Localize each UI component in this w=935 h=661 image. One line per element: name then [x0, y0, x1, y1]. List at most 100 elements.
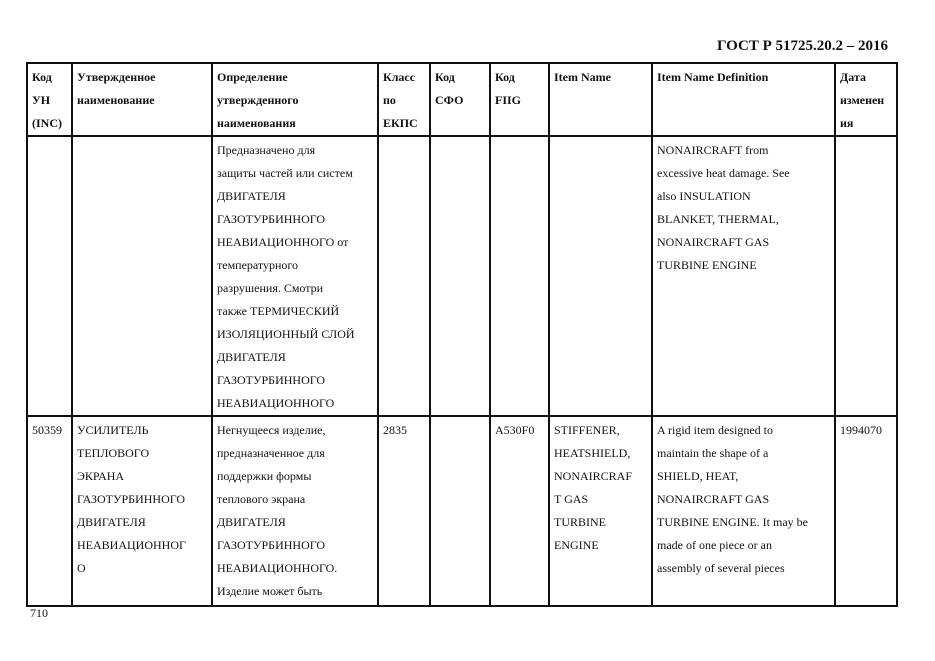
cell-line: теплового экрана	[217, 492, 306, 506]
cell-line: также ТЕРМИЧЕСКИЙ	[217, 304, 340, 318]
cell-line: ИЗОЛЯЦИОННЫЙ СЛОЙ	[217, 327, 355, 341]
cell-line: НЕАВИАЦИОННОГО от	[217, 235, 349, 249]
cell-line: ГАЗОТУРБИННОГО	[77, 492, 186, 506]
cell-line: NONAIRCRAFT from	[657, 143, 769, 157]
cell-line: НЕАВИАЦИОННОГО	[217, 396, 335, 410]
table-cell: A rigid item designed to maintain the sha…	[651, 415, 836, 607]
table-cell	[429, 415, 491, 607]
cell-line: NONAIRCRAFT GAS	[657, 235, 770, 249]
cell-line: (INC)	[32, 116, 62, 130]
cell-line: TURBINE ENGINE	[657, 258, 757, 272]
table-row: 50359 УСИЛИТЕЛЬ ТЕПЛОВОГО ЭКРАНА ГАЗОТУРБИНН…	[26, 415, 898, 607]
cell-line: BLANKET, THERMAL,	[657, 212, 779, 226]
column-header: Item Name	[548, 62, 653, 137]
cell-line: ия	[840, 116, 854, 130]
cell-line: утвержденного	[217, 93, 299, 107]
cell-line: температурного	[217, 258, 299, 272]
cell-line: Определение	[217, 70, 288, 84]
column-header: Определение утвержденного наименования	[211, 62, 379, 137]
cell-line: A530F0	[495, 423, 535, 437]
column-header: Код FIIG	[489, 62, 550, 137]
cell-line: 50359	[32, 423, 62, 437]
cell-line: NONAIRCRAFT GAS	[657, 492, 770, 506]
cell-line: по	[383, 93, 396, 107]
cell-line: 1994070	[840, 423, 882, 437]
column-header: Класс по ЕКПС	[377, 62, 431, 137]
cell-line: ГАЗОТУРБИННОГО	[217, 373, 326, 387]
table-cell	[429, 135, 491, 417]
cell-line: изменен	[840, 93, 885, 107]
cell-line: assembly of several pieces	[657, 561, 785, 575]
cell-line: ДВИГАТЕЛЯ	[217, 350, 286, 364]
cell-line: наименование	[77, 93, 155, 107]
cell-line: Код	[495, 70, 515, 84]
cell-line: A rigid item designed to	[657, 423, 773, 437]
cell-line: Изделие может быть	[217, 584, 323, 598]
cell-line: excessive heat damage. See	[657, 166, 790, 180]
table-cell	[26, 135, 73, 417]
column-header: Код СФО	[429, 62, 491, 137]
cell-line: 2835	[383, 423, 407, 437]
cell-line: NONAIRCRAF	[554, 469, 633, 483]
cell-line: ДВИГАТЕЛЯ	[217, 515, 286, 529]
cell-line: Предназначено для	[217, 143, 316, 157]
cell-line: ДВИГАТЕЛЯ	[77, 515, 146, 529]
cell-line: разрушения. Смотри	[217, 281, 324, 295]
cell-line: SHIELD, HEAT,	[657, 469, 739, 483]
table-cell: УСИЛИТЕЛЬ ТЕПЛОВОГО ЭКРАНА ГАЗОТУРБИННОГО ДВ…	[71, 415, 213, 607]
cell-line: made of one piece or an	[657, 538, 772, 552]
cell-line: предназначенное для	[217, 446, 325, 460]
document-title: ГОСТ Р 51725.20.2 – 2016	[716, 38, 888, 54]
cell-line: ENGINE	[554, 538, 599, 552]
table-cell	[71, 135, 213, 417]
table-cell: A530F0	[489, 415, 550, 607]
cell-line: Утвержденное	[77, 70, 156, 84]
table-cell: STIFFENER, HEATSHIELD, NONAIRCRAF T GAS TURB…	[548, 415, 653, 607]
cell-line: СФО	[435, 93, 464, 107]
cell-line: Код	[32, 70, 52, 84]
cell-line: ДВИГАТЕЛЯ	[217, 189, 286, 203]
table-header-row: Код УН (INC) Утвержденное наименование Опреде…	[26, 62, 898, 137]
table-cell	[548, 135, 653, 417]
cell-line: поддержки формы	[217, 469, 312, 483]
cell-line: УСИЛИТЕЛЬ	[77, 423, 149, 437]
cell-line: наименования	[217, 116, 296, 130]
cell-line: ЕКПС	[383, 116, 418, 130]
cell-line: ЭКРАНА	[77, 469, 125, 483]
table-row: Предназначено для защиты частей или систе…	[26, 135, 898, 417]
column-header: Дата изменен ия	[834, 62, 898, 137]
table-cell	[834, 135, 898, 417]
item-table: Код УН (INC) Утвержденное наименование Опреде…	[26, 62, 898, 607]
table-cell: 2835	[377, 415, 431, 607]
table-cell	[489, 135, 550, 417]
cell-line: FIIG	[495, 93, 522, 107]
cell-line: НЕАВИАЦИОННОГ	[77, 538, 186, 552]
cell-line: HEATSHIELD,	[554, 446, 631, 460]
column-header: Item Name Definition	[651, 62, 836, 137]
table-cell	[377, 135, 431, 417]
cell-line: О	[77, 561, 86, 575]
cell-line: УН	[32, 93, 51, 107]
cell-line: T GAS	[554, 492, 589, 506]
page-number: 710	[30, 606, 48, 620]
table-cell: 50359	[26, 415, 73, 607]
cell-line: ГАЗОТУРБИННОГО	[217, 538, 326, 552]
column-header: Утвержденное наименование	[71, 62, 213, 137]
column-header: Код УН (INC)	[26, 62, 73, 137]
cell-line: TURBINE	[554, 515, 606, 529]
cell-line: Негнущееся изделие,	[217, 423, 326, 437]
cell-line: Дата	[840, 70, 866, 84]
cell-line: Код	[435, 70, 455, 84]
table-cell: Негнущееся изделие, предназначенное для по…	[211, 415, 379, 607]
cell-line: maintain the shape of a	[657, 446, 769, 460]
cell-line: Класс	[383, 70, 416, 84]
cell-line: Item Name	[554, 70, 611, 84]
cell-line: защиты частей или систем	[217, 166, 353, 180]
cell-line: STIFFENER,	[554, 423, 620, 437]
table-cell: NONAIRCRAFT from excessive heat damage. S…	[651, 135, 836, 417]
table-cell: 1994070	[834, 415, 898, 607]
cell-line: НЕАВИАЦИОННОГО.	[217, 561, 338, 575]
cell-line: also INSULATION	[657, 189, 751, 203]
cell-line: Item Name Definition	[657, 70, 769, 84]
table-cell: Предназначено для защиты частей или систе…	[211, 135, 379, 417]
